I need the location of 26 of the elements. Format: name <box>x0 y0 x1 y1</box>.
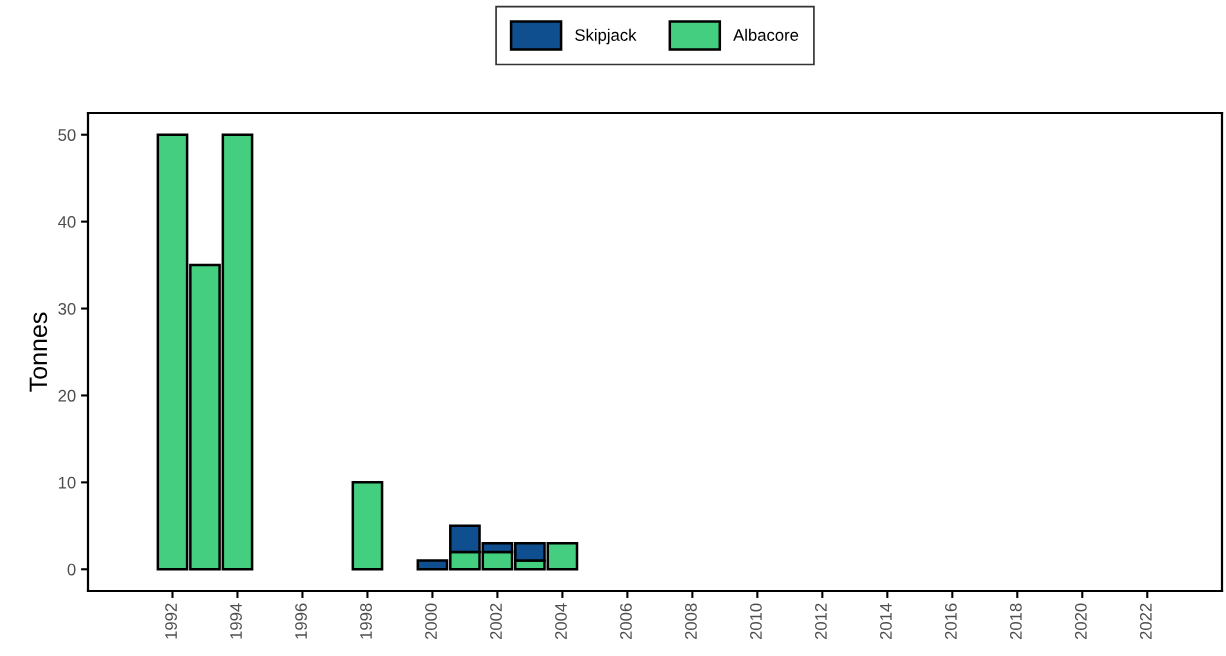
legend-label: Albacore <box>733 28 799 41</box>
x-tick-label: 1992 <box>165 603 177 639</box>
y-tick-label: 10 <box>58 476 76 489</box>
x-tick-label: 2018 <box>1009 603 1022 640</box>
x-tick-label: 1994 <box>230 603 242 639</box>
x-tick-label: 2014 <box>880 603 892 640</box>
x-tick-label: 2002 <box>490 603 502 640</box>
y-tick-label: 40 <box>58 216 76 228</box>
x-tick-label: 2006 <box>620 603 632 640</box>
x-tick-label: 2016 <box>944 603 957 640</box>
y-tick-label: 30 <box>58 302 76 315</box>
y-tick-label: 50 <box>58 129 76 141</box>
x-tick-label: 2022 <box>1139 603 1152 640</box>
y-tick-label: 0 <box>67 563 76 576</box>
x-tick-label: 2008 <box>685 603 697 640</box>
x-tick-label: 2000 <box>425 603 437 640</box>
legend-label: Skipjack <box>575 28 637 45</box>
x-tick-label: 1996 <box>295 603 307 639</box>
x-tick-label: 2012 <box>815 603 827 640</box>
x-tick-label: 2004 <box>555 603 567 640</box>
y-axis-title: Tonnes <box>29 312 48 392</box>
x-tick-label: 2020 <box>1074 603 1087 640</box>
x-tick-label: 1998 <box>360 603 372 639</box>
x-tick-label: 2010 <box>750 603 762 640</box>
bar <box>351 481 384 571</box>
y-tick-label: 20 <box>58 389 76 402</box>
